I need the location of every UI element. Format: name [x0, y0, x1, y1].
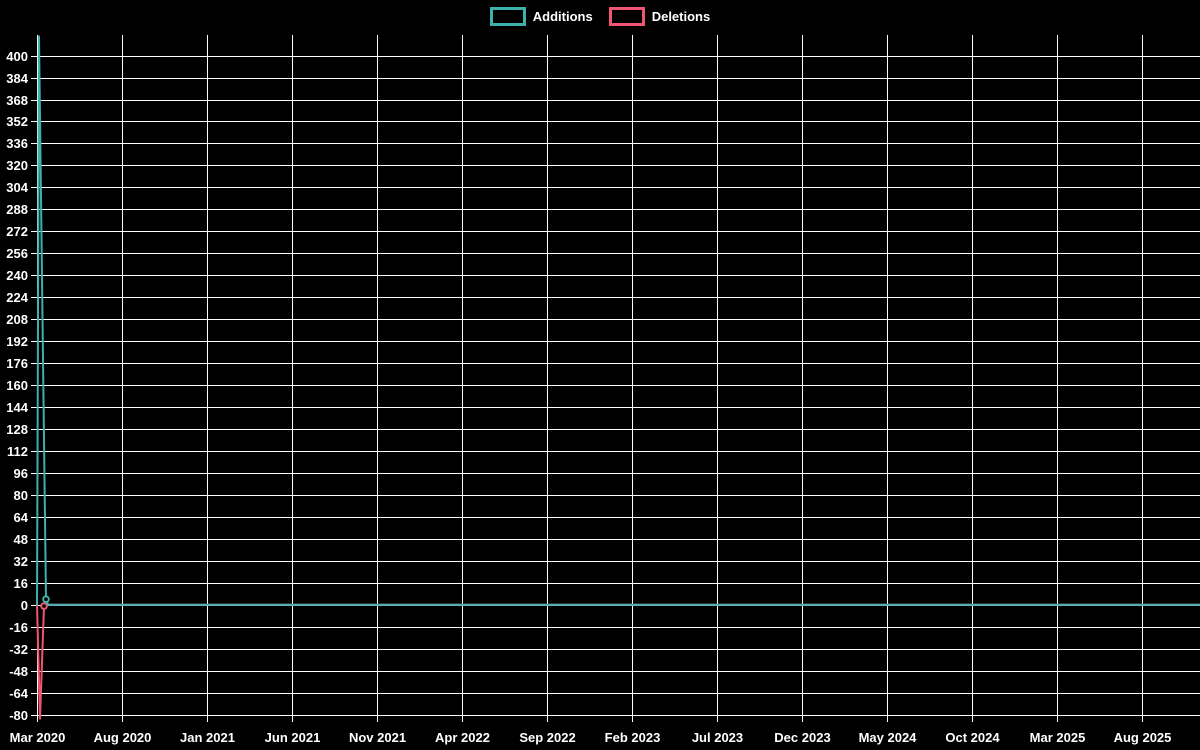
y-tick-label: 192 [6, 334, 28, 349]
axis-tick-labels: 4003843683523363203042882722562402242081… [6, 49, 1171, 745]
additions-swatch-icon [489, 7, 526, 26]
y-tick-label: 208 [6, 312, 28, 327]
x-tick-label: Jun 2021 [265, 730, 321, 745]
series-line-deletions [36, 603, 1200, 720]
y-tick-label: 368 [6, 93, 28, 108]
y-tick-label: 128 [6, 422, 28, 437]
y-tick-label: 400 [6, 49, 28, 64]
y-tick-label: 160 [6, 378, 28, 393]
legend-label-deletions: Deletions [651, 9, 711, 24]
y-tick-label: 352 [6, 114, 28, 129]
y-tick-label: -80 [9, 708, 28, 723]
y-tick-label: 256 [6, 246, 28, 261]
x-tick-label: Apr 2022 [435, 730, 490, 745]
y-tick-label: -16 [9, 620, 28, 635]
y-tick-label: 144 [6, 400, 28, 415]
chart-legend: Additions Deletions [0, 7, 1200, 26]
y-tick-label: -64 [9, 686, 29, 701]
y-tick-label: 16 [14, 576, 28, 591]
series-lines [36, 35, 1200, 720]
y-tick-label: 240 [6, 268, 28, 283]
y-tick-label: 64 [14, 510, 29, 525]
x-tick-label: Aug 2025 [1114, 730, 1172, 745]
x-tick-label: Nov 2021 [349, 730, 406, 745]
y-tick-label: 224 [6, 290, 28, 305]
x-tick-label: Mar 2020 [10, 730, 66, 745]
y-tick-label: 320 [6, 158, 28, 173]
x-tick-label: Feb 2023 [605, 730, 661, 745]
y-tick-label: 112 [7, 444, 28, 459]
data-point-marker-deletions[interactable] [40, 602, 48, 610]
legend-item-deletions[interactable]: Deletions [608, 7, 711, 26]
y-tick-label: 32 [14, 554, 28, 569]
legend-label-additions: Additions [532, 9, 593, 24]
y-tick-label: 384 [6, 71, 28, 86]
y-tick-label: 80 [14, 488, 28, 503]
y-tick-label: 96 [14, 466, 28, 481]
deletions-swatch-icon [608, 7, 645, 26]
x-tick-label: Mar 2025 [1030, 730, 1086, 745]
y-tick-label: 48 [14, 532, 28, 547]
x-tick-label: Aug 2020 [94, 730, 152, 745]
x-tick-label: Jul 2023 [692, 730, 743, 745]
data-point-marker-additions[interactable] [42, 595, 50, 604]
x-tick-label: Dec 2023 [774, 730, 830, 745]
y-tick-label: 336 [6, 136, 28, 151]
x-tick-label: Oct 2024 [945, 730, 1000, 745]
y-tick-label: 272 [6, 224, 28, 239]
y-tick-label: -48 [9, 664, 28, 679]
x-tick-label: May 2024 [859, 730, 918, 745]
x-tick-label: Sep 2022 [519, 730, 575, 745]
gridlines [31, 35, 1200, 722]
y-tick-label: 304 [6, 180, 28, 195]
y-tick-label: -32 [9, 642, 28, 657]
y-tick-label: 288 [6, 202, 28, 217]
legend-item-additions[interactable]: Additions [489, 7, 593, 26]
x-tick-label: Jan 2021 [180, 730, 235, 745]
y-tick-label: 0 [21, 598, 28, 613]
y-tick-label: 176 [6, 356, 28, 371]
